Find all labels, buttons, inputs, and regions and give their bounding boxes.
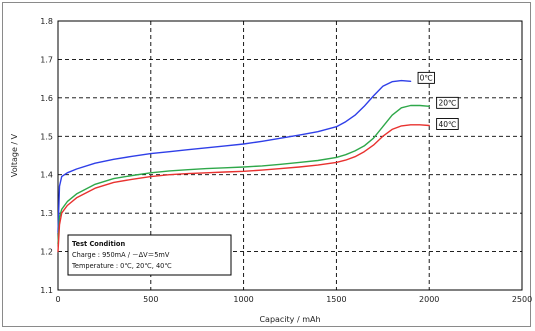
- series-line: [57, 124, 430, 253]
- y-tick-label: 1.2: [40, 248, 53, 257]
- series-label: 0℃: [420, 74, 433, 83]
- y-tick-label: 1.8: [40, 17, 53, 26]
- series-label: 40℃: [438, 120, 456, 129]
- y-tick-label: 1.1: [40, 286, 53, 295]
- series-line: [57, 79, 412, 234]
- test-condition-temperature: Temperature : 0℃, 20℃, 40℃: [71, 262, 172, 270]
- x-tick-label: 2500: [512, 295, 532, 304]
- x-axis-ticks: 0 500 1000 1500 2000 2500: [55, 295, 532, 304]
- series-label-box: [417, 71, 435, 84]
- series-label: 20℃: [438, 99, 456, 108]
- y-tick-label: 1.4: [40, 171, 53, 180]
- test-condition-charge: Charge : 950mA / －ΔV＝5mV: [72, 251, 170, 259]
- y-tick-label: 1.5: [40, 132, 53, 141]
- series-labels: 0℃ 20℃ 40℃: [417, 71, 459, 130]
- y-axis-ticks: 1.1 1.2 1.3 1.4 1.5 1.6 1.7 1.8: [40, 17, 53, 295]
- x-axis-label: Capacity / mAh: [259, 315, 320, 324]
- series-line: [57, 104, 430, 245]
- y-tick-label: 1.7: [40, 55, 53, 64]
- test-condition-box: Test Condition Charge : 950mA / －ΔV＝5mV …: [67, 234, 232, 276]
- series-label-box: [436, 118, 459, 130]
- x-tick-label: 2000: [419, 295, 439, 304]
- y-tick-label: 1.3: [40, 209, 53, 218]
- x-tick-label: 0: [55, 295, 60, 304]
- chart-frame: [2, 2, 531, 327]
- test-condition-title: Test Condition: [72, 240, 125, 248]
- y-axis-label: Voltage / V: [10, 133, 19, 177]
- plot-area: [57, 20, 523, 291]
- y-tick-label: 1.6: [40, 94, 53, 103]
- series-label-box: [436, 96, 459, 109]
- series-layer: [57, 79, 430, 253]
- x-tick-label: 1500: [326, 295, 346, 304]
- x-tick-label: 500: [143, 295, 158, 304]
- test-condition-box-border: [67, 234, 232, 276]
- x-tick-label: 1000: [233, 295, 253, 304]
